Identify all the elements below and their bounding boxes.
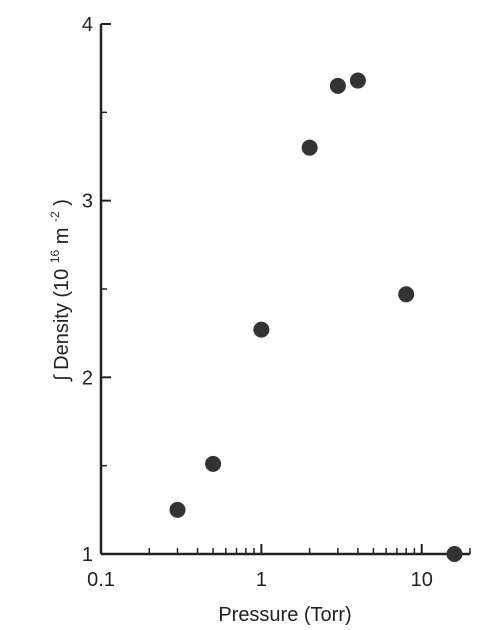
x-tick-label: 1 xyxy=(256,569,267,591)
data-point xyxy=(205,455,222,472)
y-axis-title-exponent-2: -2 xyxy=(48,211,62,222)
y-axis-title-prefix: Density (10 xyxy=(51,269,73,370)
y-tick-label: 1 xyxy=(82,544,93,566)
axes xyxy=(99,24,470,556)
y-axis-title: ∫ Density (10 16 m -2 ) xyxy=(42,199,73,382)
data-point xyxy=(349,72,366,89)
integral-sign: ∫ xyxy=(51,374,73,382)
x-tick-label: 0.1 xyxy=(87,569,115,591)
data-points xyxy=(169,72,463,562)
y-tick-label: 2 xyxy=(82,367,93,389)
data-point xyxy=(329,77,346,94)
data-point xyxy=(253,321,270,338)
data-point xyxy=(446,546,463,562)
y-tick-label: 4 xyxy=(82,14,93,36)
y-axis-title-mid: m xyxy=(51,228,73,245)
data-point xyxy=(398,286,415,303)
y-tick-label: 3 xyxy=(82,191,93,213)
x-tick-label: 10 xyxy=(411,569,433,591)
y-axis-title-suffix: ) xyxy=(51,199,73,206)
tick-marks xyxy=(100,23,471,555)
x-axis-title: Pressure (Torr) xyxy=(218,604,351,626)
data-point xyxy=(301,139,318,156)
data-point xyxy=(169,501,186,518)
y-axis-title-exponent-1: 16 xyxy=(48,249,62,263)
tick-labels: 1 2 3 4 0.1 1 10 xyxy=(82,14,433,591)
